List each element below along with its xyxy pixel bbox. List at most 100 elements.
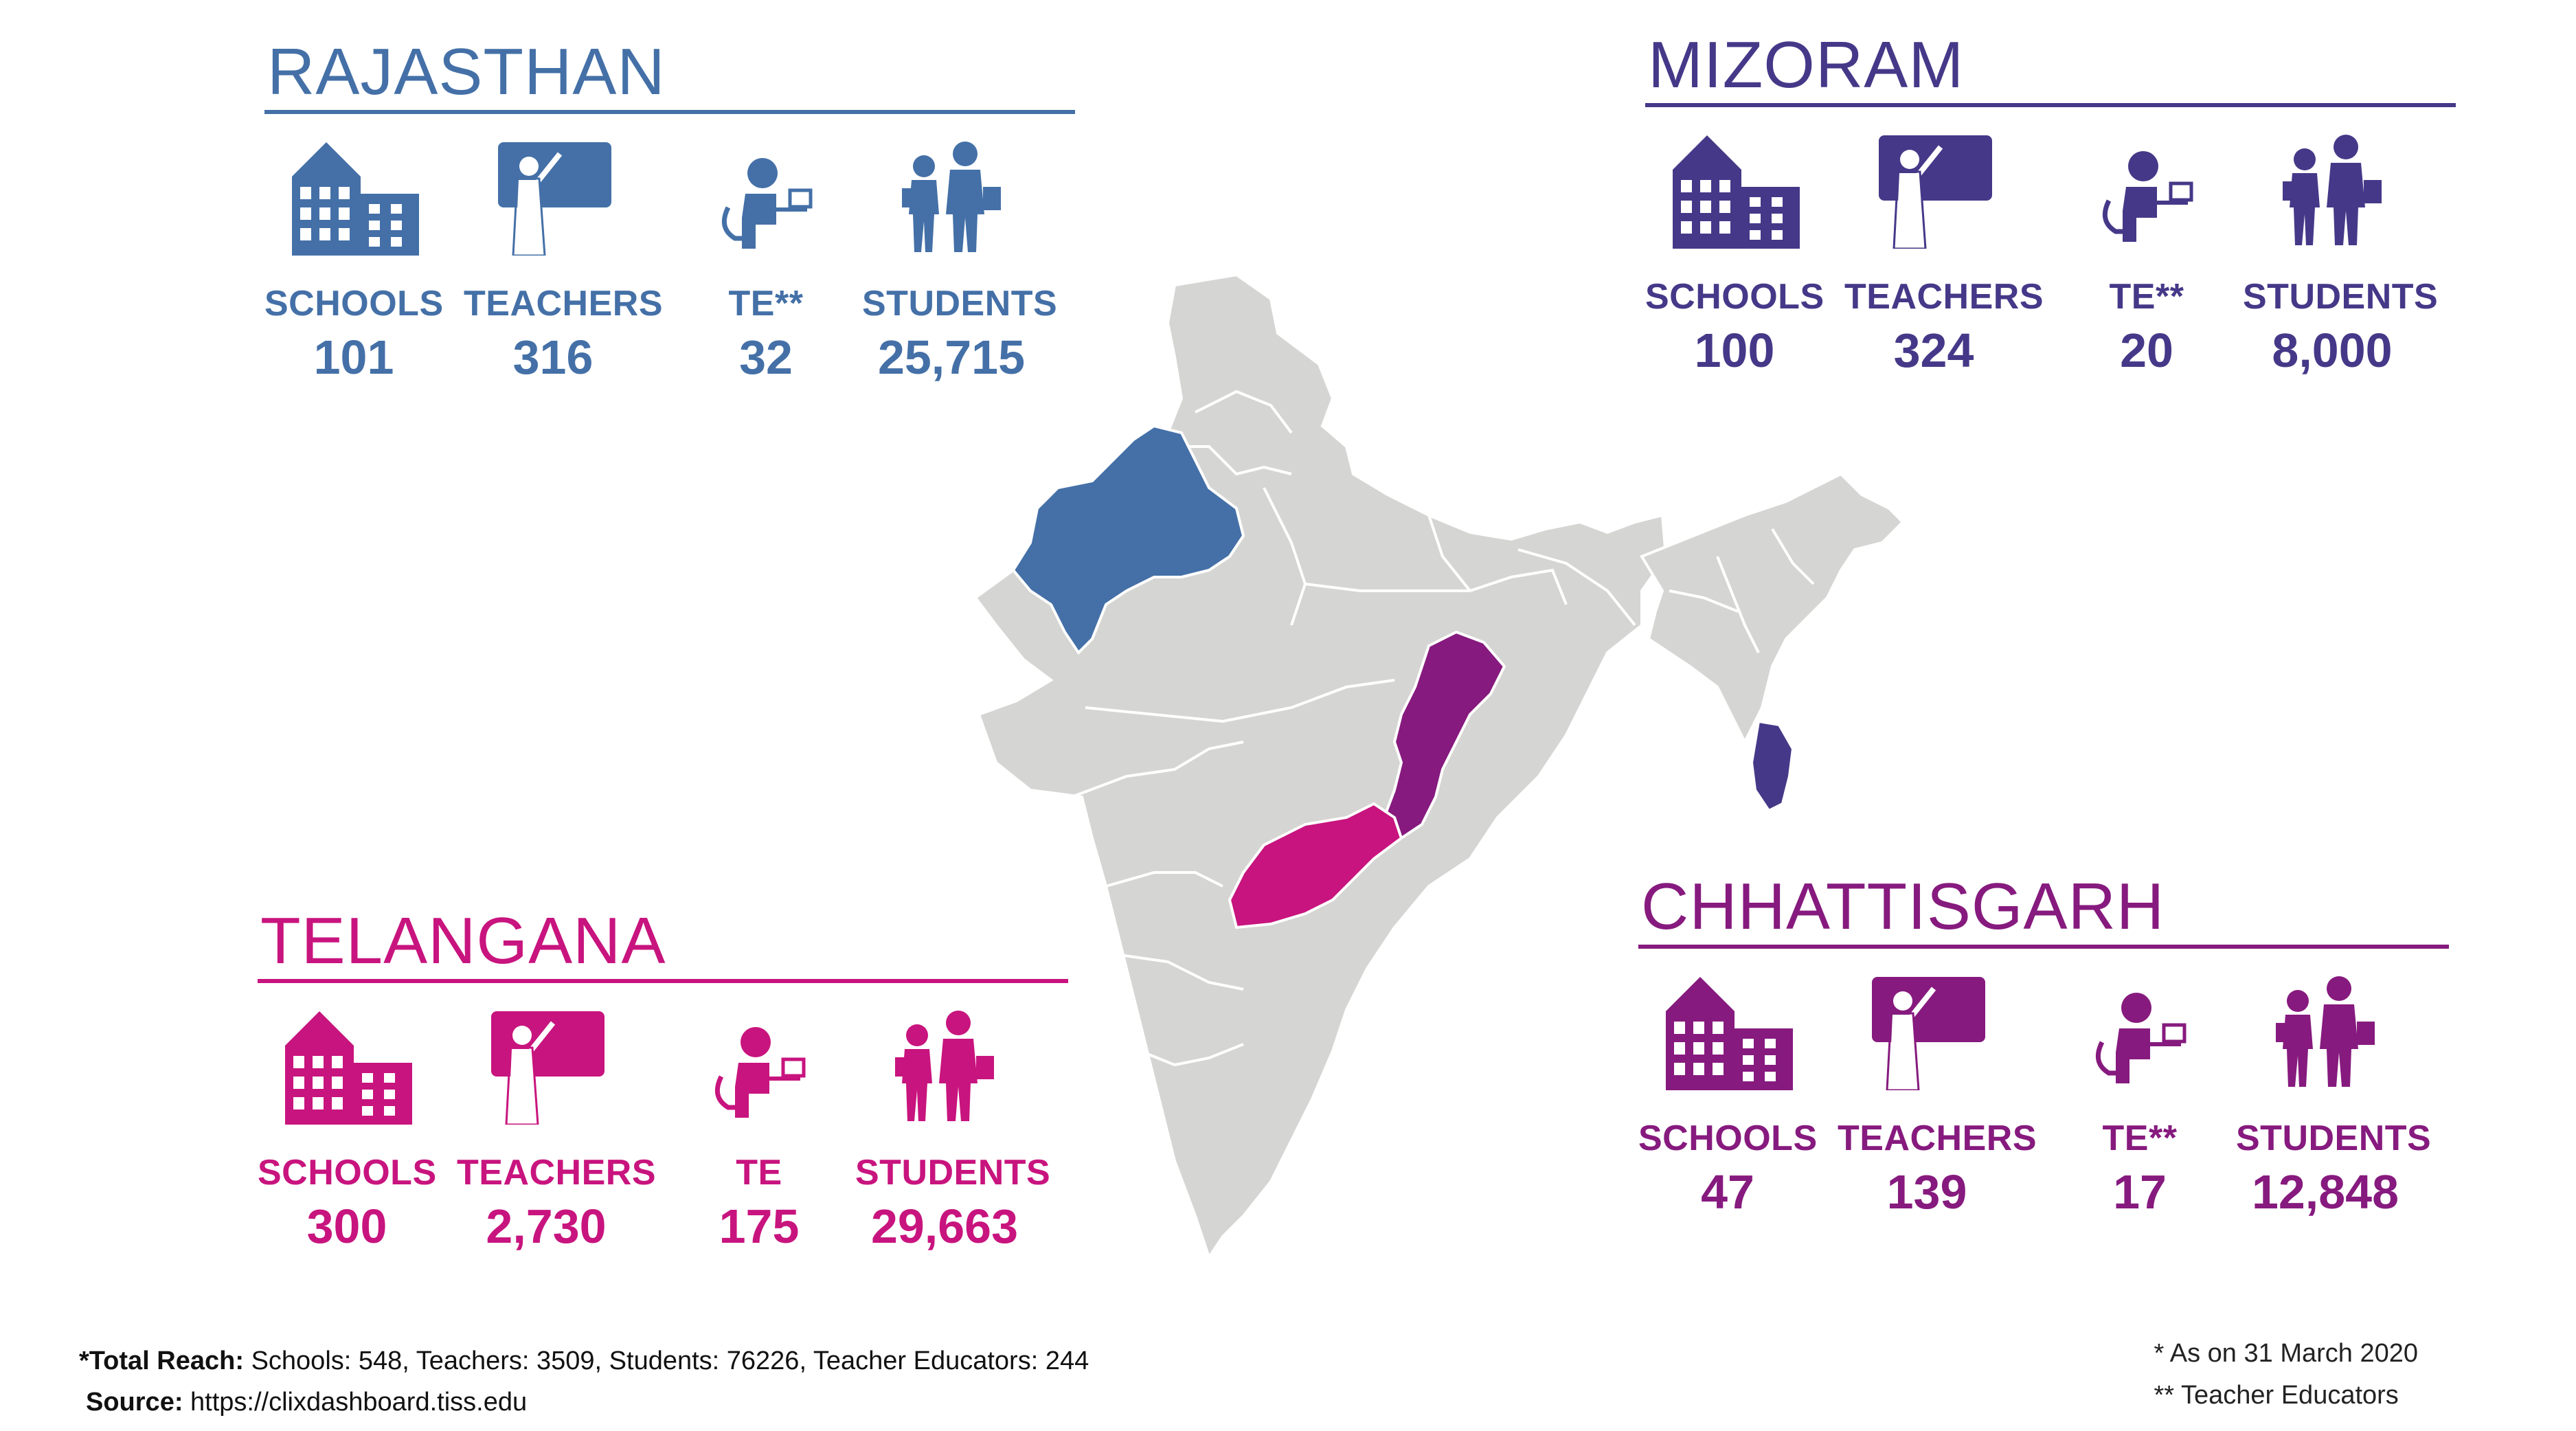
teacher-educator-icon (677, 139, 855, 256)
footnote-as-on-date: * As on 31 March 2020 (2154, 1339, 2418, 1368)
school-icon (258, 1008, 436, 1125)
stat-schools: SCHOOLS 300 (258, 1008, 436, 1254)
india-northeast (1640, 472, 1905, 745)
footnotes: * As on 31 March 2020 ** Teacher Educato… (2154, 1333, 2418, 1417)
school-icon (264, 139, 443, 256)
footnote-teacher-educators: ** Teacher Educators (2154, 1380, 2399, 1410)
stat-value: 17 (2113, 1164, 2167, 1219)
stat-label: SCHOOLS (264, 283, 444, 324)
teacher-educator-icon (2050, 973, 2229, 1090)
stat-schools: SCHOOLS 100 (1645, 132, 1824, 378)
stat-te: TE** 17 (2050, 973, 2229, 1219)
title-underline (258, 978, 1068, 983)
stat-teachers: TEACHERS 324 (1844, 132, 2044, 378)
stat-label: SCHOOLS (1638, 1118, 1818, 1158)
stats-row: SCHOOLS 300 TEACHERS 2,730 TE 175 STUDENTS 2… (258, 1008, 1068, 1296)
stat-label: TE** (2109, 276, 2184, 317)
stat-value: 20 (2120, 323, 2173, 377)
state-border-line (1140, 1043, 1244, 1067)
stat-value: 8,000 (2272, 323, 2393, 377)
stat-value: 175 (719, 1199, 800, 1253)
stat-value: 101 (313, 330, 394, 384)
state-border-line (1716, 556, 1760, 653)
teacher-icon (1838, 973, 2016, 1090)
stats-row: SCHOOLS 47 TEACHERS 139 TE** 17 STUDENTS 12,… (1638, 973, 2449, 1262)
teacher-icon (464, 139, 642, 256)
students-icon (2243, 132, 2421, 249)
source-text: https://clixdashboard.tiss.edu (183, 1388, 528, 1417)
stats-row: SCHOOLS 101 TEACHERS 316 TE** 32 STUDENTS 25… (264, 139, 1075, 427)
total-reach-text: Schools: 548, Teachers: 3509, Students: … (244, 1347, 1089, 1375)
map-state-chhattisgarh (1382, 630, 1506, 840)
title-underline (1645, 102, 2456, 107)
india-mainland (973, 273, 1668, 1261)
footer-source: Source: https://clixdashboard.tiss.edu (86, 1388, 527, 1417)
stat-schools: SCHOOLS 47 (1638, 973, 1817, 1219)
stat-students: STUDENTS 29,663 (855, 1008, 1051, 1254)
teacher-educator-icon (2057, 132, 2236, 249)
stat-te: TE** 20 (2057, 132, 2236, 378)
india-map (973, 273, 1905, 1261)
state-border-line (1669, 589, 1739, 613)
stat-value: 300 (306, 1199, 387, 1253)
stat-label: TE** (2102, 1118, 2178, 1158)
state-border-line (1119, 954, 1244, 991)
stat-label: TEACHERS (457, 1152, 657, 1193)
students-icon (2236, 973, 2415, 1090)
stat-label: TEACHERS (464, 283, 664, 324)
state-border-line (1517, 548, 1636, 627)
state-borders (1071, 390, 1815, 1067)
state-border-line (1085, 679, 1395, 723)
students-icon (855, 1008, 1034, 1125)
map-state-rajasthan (1011, 424, 1245, 655)
map-state-telangana (1228, 802, 1403, 929)
teacher-icon (1844, 132, 2023, 249)
state-border-line (1105, 871, 1223, 888)
state-border-line (1175, 445, 1292, 476)
stat-students: STUDENTS 8,000 (2243, 132, 2439, 378)
state-title: CHHATTISGARH (1641, 870, 2165, 943)
state-title: TELANGANA (260, 904, 666, 978)
stat-te: TE** 32 (677, 139, 855, 385)
source-label: Source: (86, 1388, 183, 1417)
stat-students: STUDENTS 12,848 (2236, 973, 2432, 1219)
stat-teachers: TEACHERS 2,730 (457, 1008, 657, 1254)
stat-teachers: TEACHERS 139 (1838, 973, 2037, 1219)
state-title: MIZORAM (1648, 28, 1965, 102)
stat-label: TEACHERS (1838, 1118, 2037, 1158)
school-icon (1645, 132, 1824, 249)
students-icon (862, 139, 1041, 256)
stat-value: 100 (1694, 323, 1775, 377)
title-underline (264, 109, 1075, 114)
teacher-icon (457, 1008, 635, 1125)
stat-te: TE 175 (670, 1008, 848, 1254)
stat-label: SCHOOLS (1645, 276, 1824, 317)
panel-telangana: TELANGANA SCHOOLS 300 TEACHERS 2,730 TE 175… (258, 904, 1068, 1296)
title-underline (1638, 944, 2449, 949)
stat-value: 139 (1886, 1164, 1967, 1219)
state-border-line (1771, 528, 1815, 585)
stat-value: 25,715 (877, 330, 1026, 384)
state-title: RAJASTHAN (267, 35, 666, 109)
stat-label: STUDENTS (2236, 1118, 2432, 1158)
stat-schools: SCHOOLS 101 (264, 139, 443, 385)
stat-value: 29,663 (870, 1199, 1019, 1253)
stat-label: TEACHERS (1844, 276, 2044, 317)
total-reach-label: *Total Reach: (79, 1347, 245, 1375)
stat-label: STUDENTS (2243, 276, 2439, 317)
panel-mizoram: MIZORAM SCHOOLS 100 TEACHERS 324 TE** 20 ST… (1645, 28, 2456, 420)
panel-rajasthan: RAJASTHAN SCHOOLS 101 TEACHERS 316 TE** 32 … (264, 35, 1075, 427)
stats-row: SCHOOLS 100 TEACHERS 324 TE** 20 STUDENTS 8,… (1645, 132, 2456, 420)
stat-label: STUDENTS (855, 1152, 1051, 1193)
teacher-educator-icon (670, 1008, 848, 1125)
stat-value: 32 (739, 330, 793, 384)
state-border-line (1071, 741, 1244, 798)
state-border-line (1195, 390, 1293, 434)
stat-teachers: TEACHERS 316 (464, 139, 664, 385)
stat-value: 324 (1893, 323, 1974, 377)
footer-total-reach: *Total Reach: Schools: 548, Teachers: 35… (79, 1347, 1089, 1376)
stat-label: TE (736, 1152, 782, 1193)
map-state-mizoram (1750, 719, 1795, 813)
stat-value: 47 (1701, 1164, 1754, 1219)
school-icon (1638, 973, 1817, 1090)
